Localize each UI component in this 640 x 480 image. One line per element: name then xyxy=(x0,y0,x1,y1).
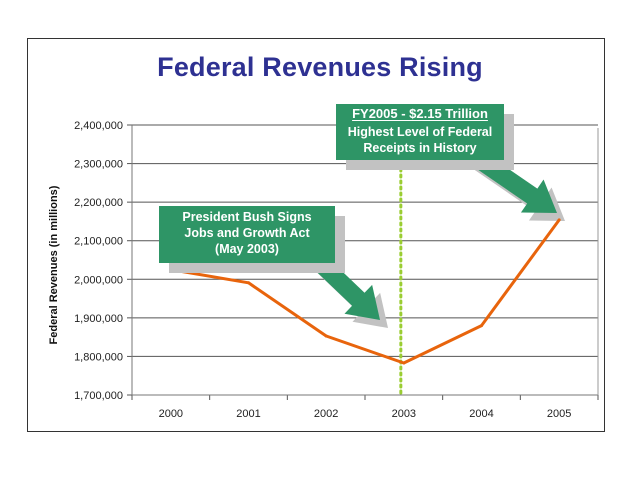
chart-frame xyxy=(27,38,605,432)
data-point-2001 xyxy=(247,281,250,285)
arrow-jobs-act xyxy=(305,248,380,320)
gridlines xyxy=(132,124,598,357)
y-tick-label: 2,000,000 xyxy=(74,274,123,286)
arrow-fy2005 xyxy=(462,144,557,213)
x-axis-ticks: 2000 2001 2002 2003 2004 2005 xyxy=(131,395,599,420)
series-lines xyxy=(169,218,561,365)
x-tick-label: 2002 xyxy=(314,408,338,420)
y-axis-label: Federal Revenues (in millions) xyxy=(48,185,60,344)
x-tick-label: 2005 xyxy=(547,408,571,420)
annotation-fy2005: FY2005 - $2.15 Trillion Highest Level of… xyxy=(336,104,504,160)
data-point-2003 xyxy=(402,361,406,365)
annotation-fy2005-line-2: Highest Level of Federal xyxy=(347,125,493,139)
annotation-jobs-act-line-2: Jobs and Growth Act xyxy=(184,226,310,240)
axes xyxy=(131,125,599,396)
data-point-2002 xyxy=(324,334,328,338)
x-tick-label: 2001 xyxy=(236,408,260,420)
y-tick-label: 2,100,000 xyxy=(74,236,123,248)
data-point-2004 xyxy=(480,324,483,328)
annotation-fy2005-line-1: FY2005 - $2.15 Trillion xyxy=(352,106,488,121)
y-tick-label: 1,800,000 xyxy=(74,351,123,363)
series-line xyxy=(170,219,561,365)
y-tick-label: 2,400,000 xyxy=(74,120,123,132)
data-point-2005 xyxy=(557,218,561,222)
y-tick-label: 1,700,000 xyxy=(74,390,123,402)
y-tick-label: 2,300,000 xyxy=(74,159,123,171)
y-tick-label: 1,900,000 xyxy=(74,313,123,325)
annotation-arrows xyxy=(305,144,565,328)
y-axis-ticks: 1,700,000 1,800,000 1,900,000 2,000,000 2,10… xyxy=(74,120,132,402)
annotation-jobs-act-line-1: President Bush Signs xyxy=(182,210,312,224)
y-tick-label: 2,200,000 xyxy=(74,197,123,209)
data-point-2000 xyxy=(169,268,173,272)
x-tick-label: 2004 xyxy=(469,408,493,420)
annotation-fy2005-line-3: Receipts in History xyxy=(363,141,477,155)
chart-title: Federal Revenues Rising xyxy=(157,52,483,82)
annotation-jobs-act-line-3: (May 2003) xyxy=(215,242,279,256)
annotation-jobs-act: President Bush Signs Jobs and Growth Act… xyxy=(159,206,335,263)
x-tick-label: 2003 xyxy=(392,408,416,420)
x-tick-label: 2000 xyxy=(159,408,183,420)
